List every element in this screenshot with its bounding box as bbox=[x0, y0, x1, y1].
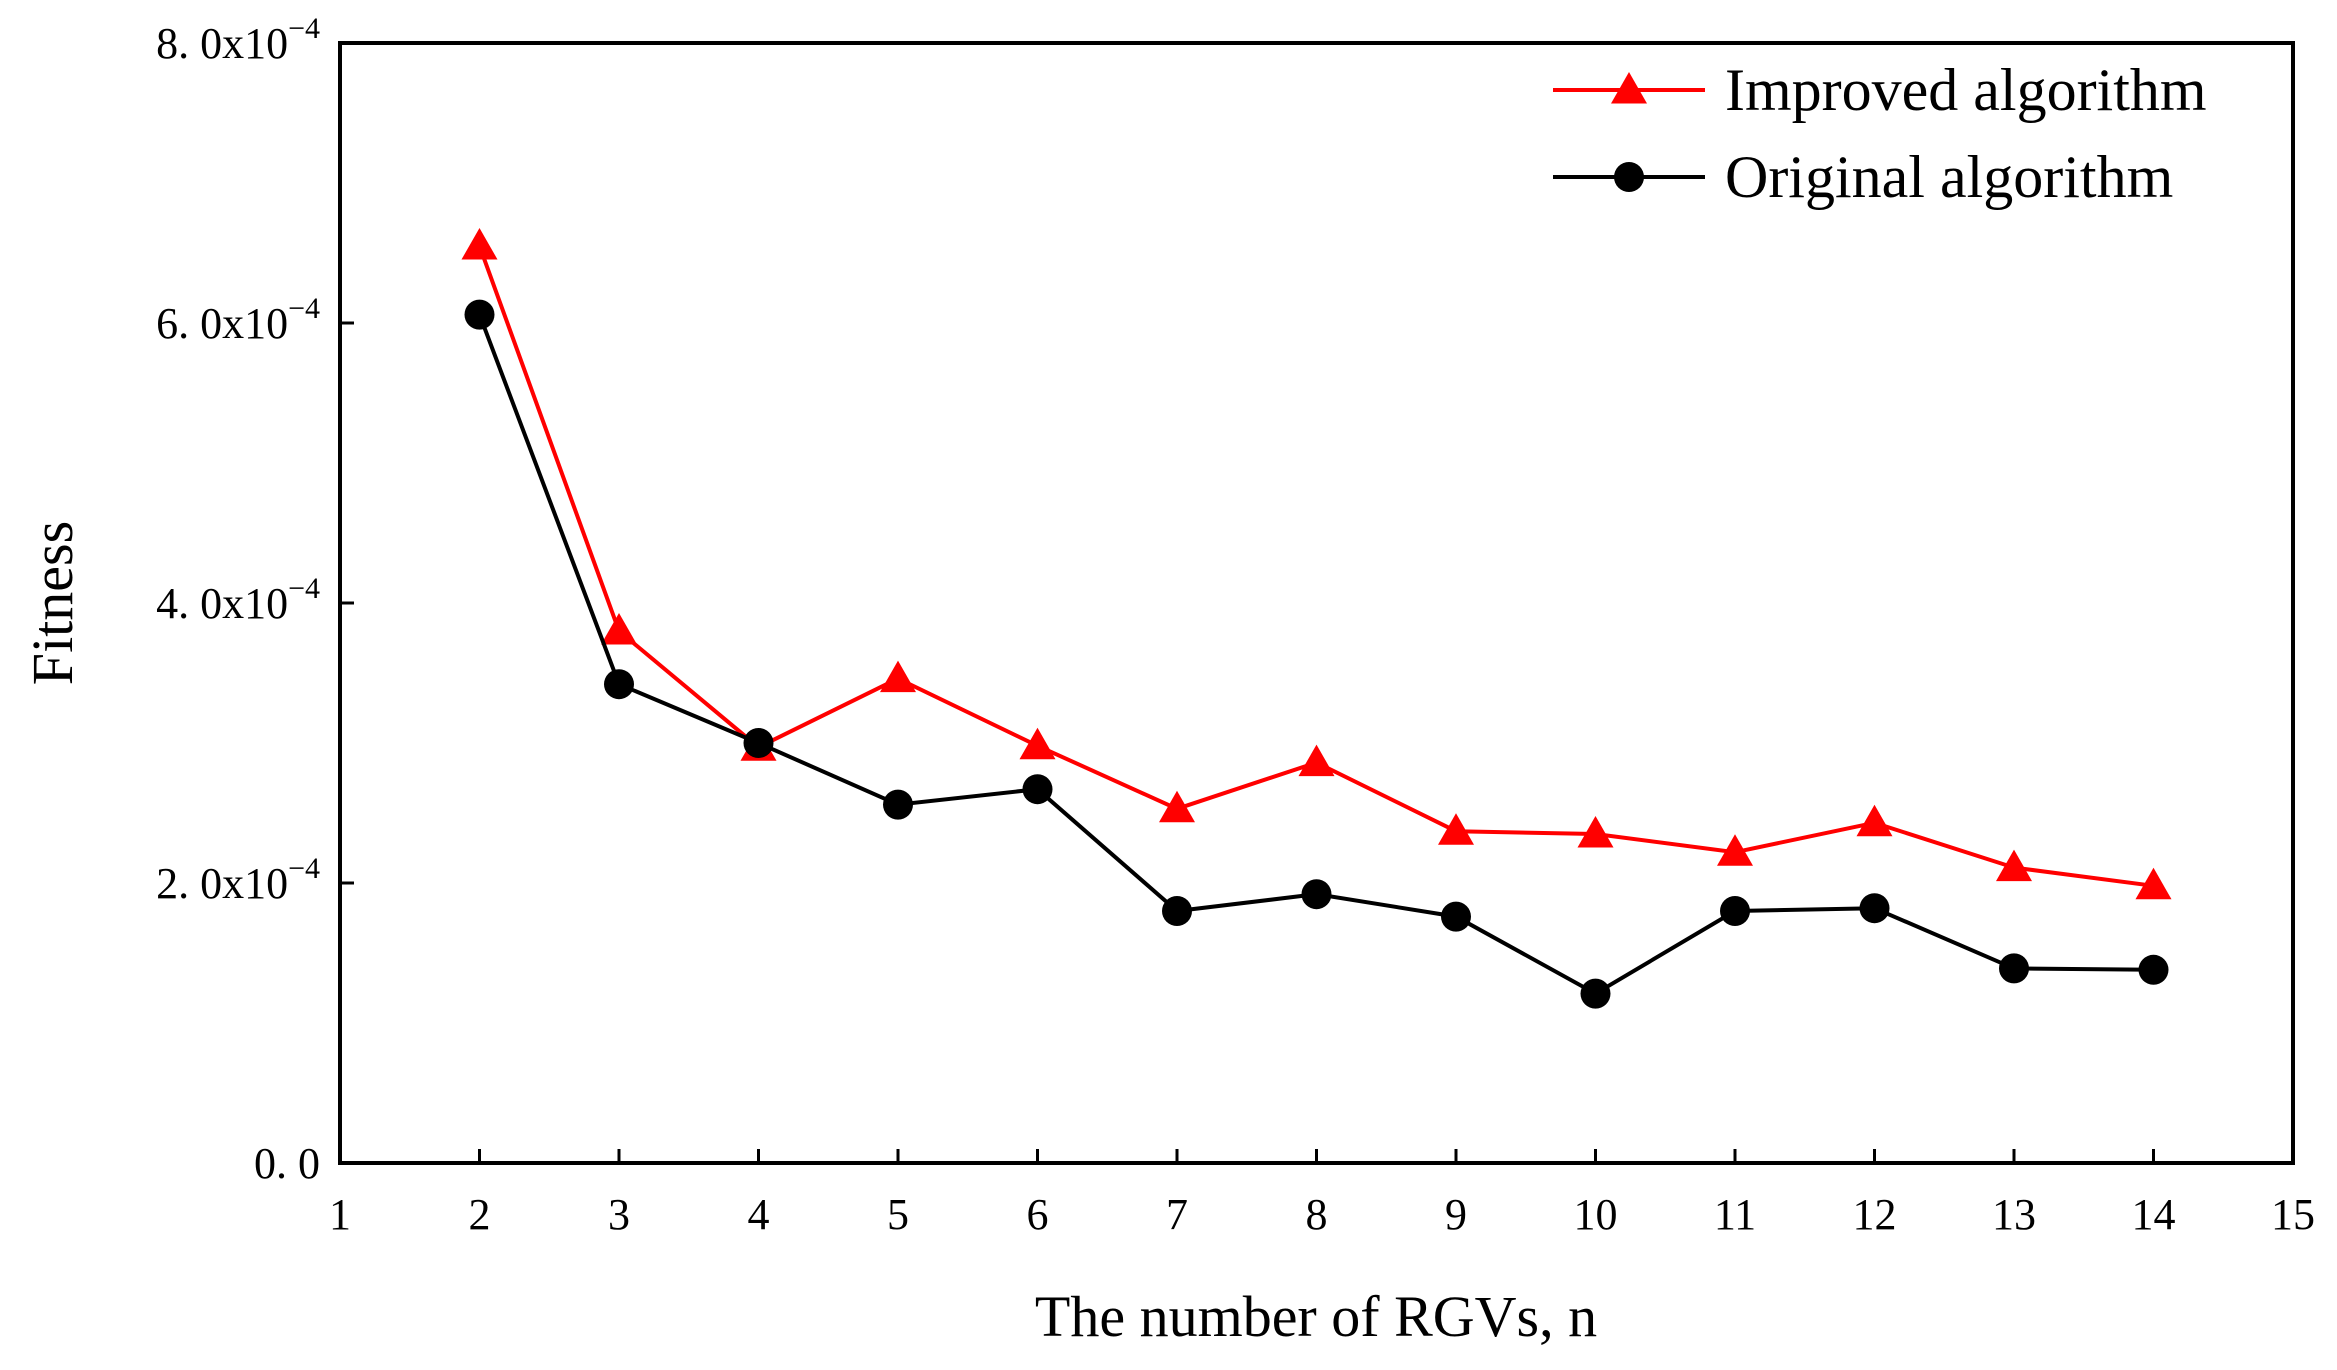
data-point bbox=[461, 228, 498, 260]
y-tick-mantissa: 0. 0 bbox=[254, 1139, 320, 1188]
x-tick-label: 15 bbox=[2271, 1190, 2315, 1239]
series-layer bbox=[461, 228, 2172, 1009]
data-point bbox=[1022, 774, 1053, 805]
series-0 bbox=[461, 228, 2172, 900]
data-point bbox=[1580, 978, 1611, 1009]
data-point bbox=[601, 613, 637, 645]
data-point bbox=[1856, 804, 1893, 837]
data-point bbox=[604, 669, 634, 700]
x-tick-label: 9 bbox=[1445, 1190, 1467, 1239]
data-point bbox=[1996, 849, 2032, 882]
x-tick-label: 13 bbox=[1992, 1190, 2036, 1239]
legend-label: Improved algorithm bbox=[1725, 57, 2207, 123]
data-point bbox=[1438, 813, 1474, 845]
data-point bbox=[1301, 879, 1332, 910]
x-axis-title: The number of RGVs, n bbox=[1035, 1284, 1597, 1349]
x-tick-label: 7 bbox=[1166, 1190, 1188, 1239]
data-point bbox=[1159, 790, 1195, 823]
x-tick-label: 14 bbox=[2132, 1190, 2176, 1239]
x-tick-label: 12 bbox=[1853, 1190, 1897, 1239]
data-point bbox=[1441, 901, 1471, 932]
data-point bbox=[1717, 834, 1753, 866]
data-point bbox=[1162, 896, 1192, 926]
x-tick-label: 10 bbox=[1574, 1190, 1618, 1239]
y-tick-exponent: −4 bbox=[288, 572, 320, 605]
x-tick-label: 5 bbox=[887, 1190, 909, 1239]
data-point bbox=[1720, 896, 1750, 926]
x-tick-label: 3 bbox=[608, 1190, 630, 1239]
x-tick-label: 1 bbox=[329, 1190, 351, 1239]
y-tick-exponent: −4 bbox=[288, 12, 320, 45]
y-tick-label: 6. 0x10−4 bbox=[156, 292, 320, 348]
series-line bbox=[477, 245, 2154, 888]
y-tick-label: 0. 0 bbox=[254, 1139, 320, 1188]
legend: Improved algorithm Original algorithm bbox=[1553, 57, 2207, 210]
data-point bbox=[1999, 953, 2029, 984]
y-tick-exponent: −4 bbox=[288, 292, 320, 325]
y-tick-label: 2. 0x10−4 bbox=[156, 852, 320, 908]
data-point bbox=[2138, 954, 2169, 985]
plot-frame bbox=[338, 41, 2295, 1165]
data-point bbox=[1577, 816, 1614, 848]
legend-label: Original algorithm bbox=[1725, 144, 2173, 210]
y-tick-mantissa: 2. 0x10 bbox=[156, 859, 288, 908]
y-tick-mantissa: 8. 0x10 bbox=[156, 19, 288, 68]
ticks-layer: 1 2 3 4 5 6 7 8 9 10 11 12 13 14 150. 02. 0x10−44. 0x1… bbox=[156, 12, 2315, 1239]
data-point bbox=[464, 299, 495, 330]
legend-marker bbox=[1614, 162, 1644, 192]
x-tick-label: 2 bbox=[469, 1190, 491, 1239]
data-point bbox=[2135, 867, 2172, 900]
data-point bbox=[883, 789, 913, 820]
data-point bbox=[743, 728, 774, 758]
legend-marker bbox=[1611, 72, 1647, 104]
data-point bbox=[1298, 744, 1335, 777]
data-point bbox=[1019, 727, 1056, 760]
x-tick-label: 6 bbox=[1027, 1190, 1049, 1239]
y-tick-label: 4. 0x10−4 bbox=[156, 572, 320, 628]
x-tick-label: 4 bbox=[748, 1190, 770, 1239]
data-point bbox=[1859, 893, 1890, 924]
y-axis-title: Fitness bbox=[20, 521, 85, 685]
x-tick-label: 8 bbox=[1306, 1190, 1328, 1239]
y-tick-mantissa: 4. 0x10 bbox=[156, 579, 288, 628]
series-1 bbox=[464, 299, 2169, 1009]
y-tick-exponent: −4 bbox=[288, 852, 320, 885]
x-tick-label: 11 bbox=[1714, 1190, 1756, 1239]
y-tick-label: 8. 0x10−4 bbox=[156, 12, 320, 68]
y-tick-mantissa: 6. 0x10 bbox=[156, 299, 288, 348]
data-point bbox=[880, 660, 916, 693]
